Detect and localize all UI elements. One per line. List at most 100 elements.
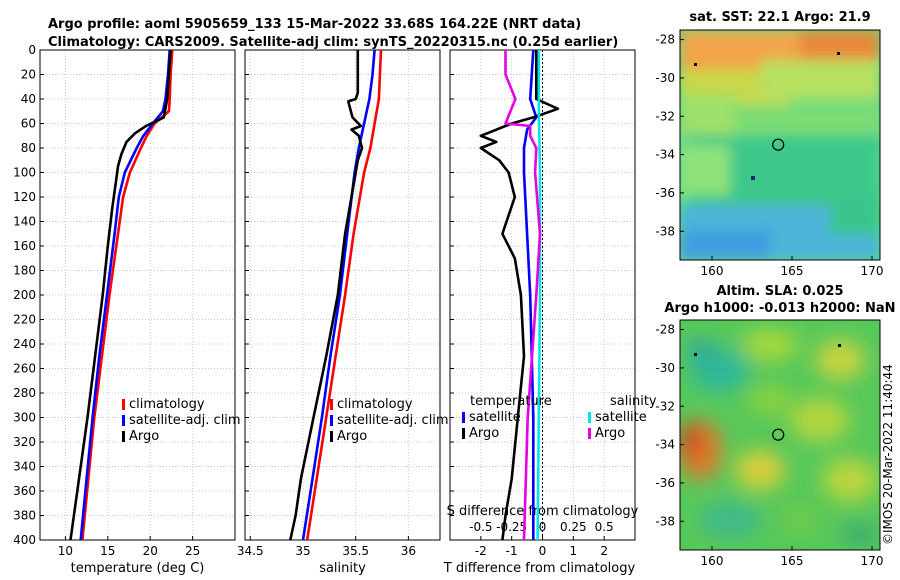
legend-swatch — [122, 399, 125, 410]
x-axis-label: T difference from climatology — [443, 561, 636, 576]
map-y-tick-label: -32 — [655, 109, 675, 123]
y-tick-label: 20 — [21, 68, 36, 82]
legend-swatch — [122, 415, 125, 426]
title-line-1: Argo profile: aoml 5905659_133 15-Mar-20… — [48, 17, 581, 32]
sla-map-axes: 160 165 170 -28 -30 -32 -34 -36 -38 — [655, 319, 884, 568]
x-axis-label: salinity — [319, 561, 366, 576]
temperature-panel: 0 20 40 60 80 100 120 140 160 180 200 220 240 260 280 3… — [13, 43, 241, 576]
map-x-tick-label: 160 — [701, 554, 724, 568]
legend-title-temperature: temperature — [470, 394, 552, 409]
map-y-tick-label: -38 — [655, 224, 675, 238]
y-tick-label: 360 — [13, 484, 36, 498]
y-tick-label: 180 — [13, 264, 36, 278]
map-y-tick-label: -30 — [655, 361, 675, 375]
x2-axis-label: S difference from climatology — [447, 504, 639, 519]
x-tick-label: -1 — [506, 544, 518, 558]
x-tick-label: 36 — [401, 544, 416, 558]
map-y-tick-label: -28 — [655, 33, 675, 47]
sla-map-title-1: Altim. SLA: 0.025 — [717, 284, 844, 299]
x-tick-label: -2 — [475, 544, 487, 558]
x-tick-label: 35 — [295, 544, 310, 558]
legend-label: satellite — [595, 410, 647, 425]
legend-swatch — [588, 428, 591, 439]
y-tick-label: 80 — [21, 141, 36, 155]
map-frame — [679, 319, 881, 551]
title-line-2: Climatology: CARS2009. Satellite-adj cli… — [48, 35, 618, 50]
x-tick-label: 10 — [58, 544, 73, 558]
y-tick-label: 260 — [13, 362, 36, 376]
map-x-tick-label: 165 — [781, 554, 804, 568]
x-tick-label: 1 — [570, 544, 578, 558]
series-line-satellite-adj-clim — [79, 50, 171, 540]
y-tick-label: 100 — [13, 166, 36, 180]
y-tick-label: 220 — [13, 313, 36, 327]
legend-label: satellite-adj. clim — [337, 413, 449, 428]
y-tick-label: 40 — [21, 92, 36, 106]
x2-tick-label: -0.5 — [469, 520, 492, 534]
difference-panel: -2 -1 0 1 2 T difference from climatology S di… — [443, 49, 657, 576]
y-tick-label: 300 — [13, 411, 36, 425]
salinity-panel: 34.5 35 35.5 36 salinity climatologysatellite… — [237, 49, 449, 576]
y-tick-label: 400 — [13, 533, 36, 547]
x2-tick-label: 0 — [539, 520, 547, 534]
y-tick-label: 60 — [21, 117, 36, 131]
x2-tick-label: -0.25 — [496, 520, 527, 534]
legend-swatch — [330, 415, 333, 426]
y-tick-label: 280 — [13, 386, 36, 400]
sst-map-axes: 160 165 170 -28 -30 -32 -34 -36 -38 — [655, 29, 884, 278]
legend-swatch — [122, 431, 125, 442]
legend-label: climatology — [129, 397, 205, 412]
x2-tick-label: 0.25 — [560, 520, 587, 534]
x-tick-label: 15 — [100, 544, 115, 558]
sla-argo-marker — [772, 428, 785, 441]
map-x-tick-label: 170 — [861, 264, 884, 278]
map-y-tick-label: -34 — [655, 148, 675, 162]
legend-title-salinity: salinity — [610, 394, 657, 409]
series-group — [289, 50, 383, 540]
y-tick-label: 340 — [13, 460, 36, 474]
x2-tick-label: 0.5 — [595, 520, 614, 534]
sst-argo-marker — [772, 138, 785, 151]
map-y-tick-label: -36 — [655, 476, 675, 490]
sst-map-image — [680, 30, 880, 260]
series-group — [69, 50, 174, 540]
y-tick-label: 0 — [28, 43, 36, 57]
legend-label: Argo — [337, 429, 367, 444]
x-tick-label: 2 — [600, 544, 608, 558]
series-line-argo — [69, 50, 172, 540]
sst-map: sat. SST: 22.1 Argo: 21.9 160 165 170 -28 -3… — [655, 10, 883, 278]
y-tick-label: 240 — [13, 337, 36, 351]
series-line-temperature-argo — [479, 50, 560, 540]
legend-swatch — [330, 399, 333, 410]
y-tick-label: 160 — [13, 239, 36, 253]
legend-swatch — [330, 431, 333, 442]
legend-label: Argo — [129, 429, 159, 444]
map-x-tick-label: 170 — [861, 554, 884, 568]
legend-swatch — [588, 412, 591, 423]
series-line-salinity-argo — [504, 50, 542, 540]
map-y-tick-label: -34 — [655, 438, 675, 452]
y-tick-label: 380 — [13, 509, 36, 523]
legend-swatch — [462, 412, 465, 423]
map-x-tick-label: 165 — [781, 264, 804, 278]
x-tick-label: 20 — [143, 544, 158, 558]
legend-swatch — [462, 428, 465, 439]
sla-map: Altim. SLA: 0.025 Argo h1000: -0.013 h20… — [655, 284, 895, 568]
series-group — [479, 50, 560, 540]
x-tick-label: 25 — [185, 544, 200, 558]
sla-map-title-2: Argo h1000: -0.013 h2000: NaN — [664, 301, 895, 316]
legend-label: climatology — [337, 397, 413, 412]
map-y-tick-label: -38 — [655, 514, 675, 528]
x-tick-label: 35.5 — [342, 544, 369, 558]
map-x-tick-label: 160 — [701, 264, 724, 278]
map-y-tick-label: -30 — [655, 71, 675, 85]
series-line-climatology — [305, 50, 383, 540]
legend-label: satellite — [469, 410, 521, 425]
x-axis-label: temperature (deg C) — [71, 561, 205, 576]
y-tick-label: 200 — [13, 288, 36, 302]
y-tick-label: 140 — [13, 215, 36, 229]
sla-map-image — [680, 320, 880, 550]
sst-map-title: sat. SST: 22.1 Argo: 21.9 — [689, 10, 870, 25]
legend-label: satellite-adj. clim — [129, 413, 241, 428]
